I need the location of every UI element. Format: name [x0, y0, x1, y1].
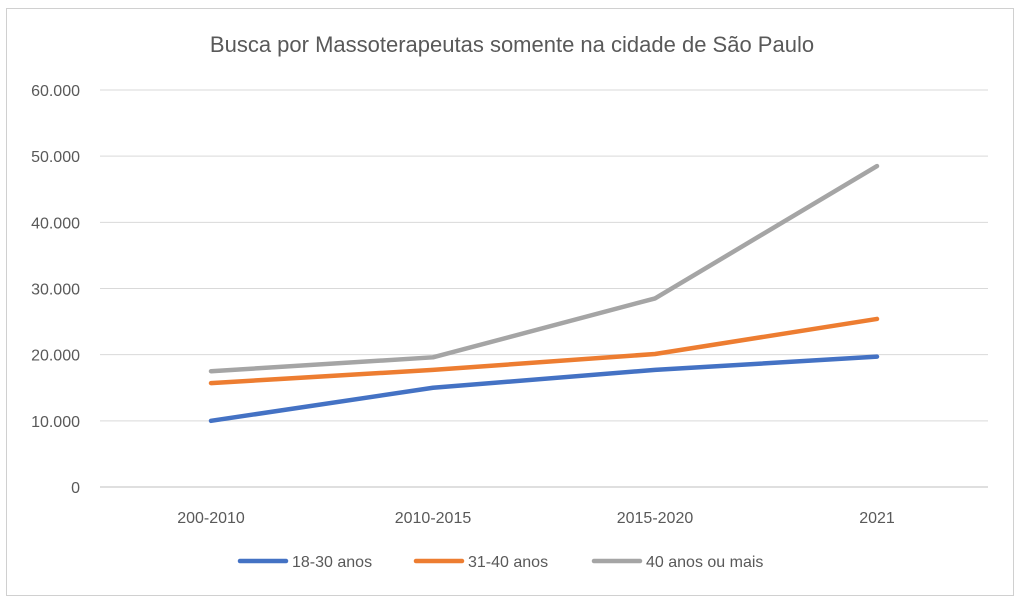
x-tick-label: 200-2010 [177, 510, 245, 527]
x-axis-tick-labels: 200-2010 2010-2015 2015-2020 2021 [177, 510, 895, 527]
chart-frame [6, 8, 1014, 596]
legend-item: 31-40 anos [413, 554, 548, 571]
series-line-1 [208, 316, 880, 386]
series-line-0 [208, 354, 880, 424]
legend-item: 18-30 anos [237, 554, 372, 571]
y-tick-label: 10.000 [31, 414, 80, 431]
legend: 18-30 anos 31-40 anos 40 anos ou mais [237, 554, 763, 571]
y-tick-label: 60.000 [31, 83, 80, 100]
series-lines [208, 163, 880, 424]
gridlines [100, 89, 988, 488]
x-tick-label: 2010-2015 [395, 510, 472, 527]
legend-label: 18-30 anos [292, 554, 372, 571]
legend-label: 31-40 anos [468, 554, 548, 571]
y-tick-label: 40.000 [31, 215, 80, 232]
y-tick-label: 30.000 [31, 282, 80, 299]
y-tick-label: 50.000 [31, 149, 80, 166]
x-tick-label: 2015-2020 [617, 510, 694, 527]
chart-title: Busca por Massoterapeutas somente na cid… [210, 32, 814, 57]
legend-label: 40 anos ou mais [646, 554, 763, 571]
series-line-2 [208, 163, 880, 374]
legend-item: 40 anos ou mais [591, 554, 763, 571]
y-tick-label: 20.000 [31, 348, 80, 365]
y-axis-tick-labels: 0 10.000 20.000 30.000 40.000 50.000 60.000 [31, 83, 80, 497]
y-tick-label: 0 [71, 480, 80, 497]
x-tick-label: 2021 [859, 510, 895, 527]
